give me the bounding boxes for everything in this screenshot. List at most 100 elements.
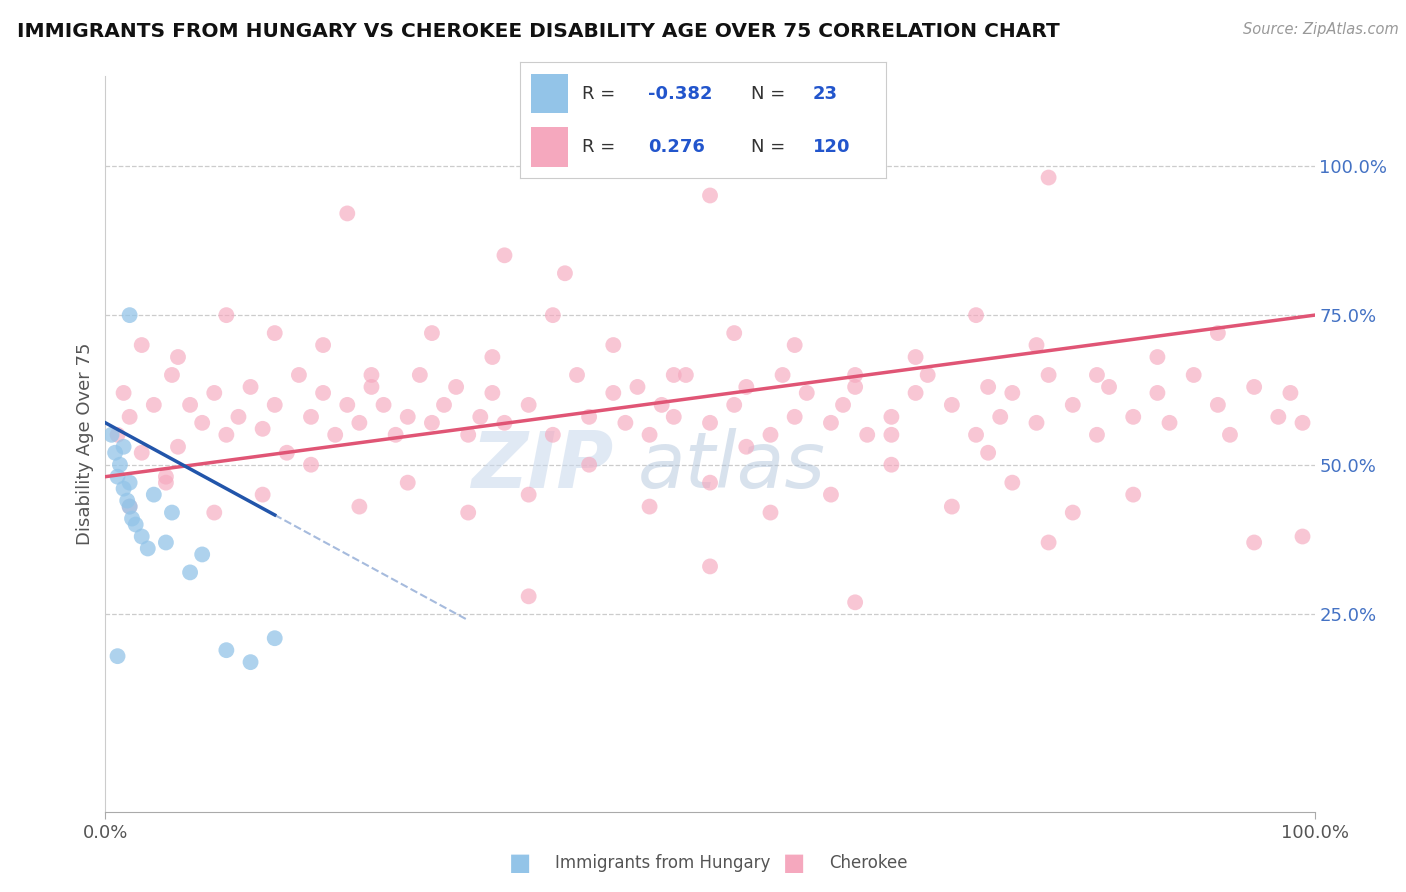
Point	[856, 159, 879, 173]
Point	[108, 458, 131, 472]
Point	[373, 398, 395, 412]
Point	[336, 206, 359, 220]
Point	[202, 385, 225, 400]
Point	[651, 398, 673, 412]
Point	[470, 409, 492, 424]
Point	[723, 326, 745, 340]
Point	[699, 416, 721, 430]
Point	[565, 368, 588, 382]
Point	[107, 469, 129, 483]
Point	[1085, 368, 1108, 382]
Point	[1243, 535, 1265, 549]
Point	[202, 506, 225, 520]
Text: ■: ■	[783, 852, 806, 875]
Point	[941, 500, 963, 514]
Point	[1038, 535, 1060, 549]
Point	[1025, 338, 1047, 352]
Point	[481, 385, 503, 400]
Point	[1267, 409, 1289, 424]
Point	[444, 380, 467, 394]
Text: Immigrants from Hungary: Immigrants from Hungary	[555, 855, 770, 872]
Point	[517, 488, 540, 502]
Point	[1206, 326, 1229, 340]
Point	[396, 409, 419, 424]
Point	[1122, 409, 1144, 424]
Point	[142, 398, 165, 412]
Point	[1122, 488, 1144, 502]
Point	[626, 380, 648, 394]
Point	[1291, 416, 1313, 430]
Point	[167, 350, 190, 364]
Point	[384, 427, 406, 442]
Point	[662, 368, 685, 382]
Point	[239, 655, 262, 669]
Point	[349, 500, 371, 514]
Point	[312, 338, 335, 352]
Point	[977, 380, 1000, 394]
Point	[215, 643, 238, 657]
Point	[783, 338, 806, 352]
Point	[880, 409, 903, 424]
Point	[880, 458, 903, 472]
Point	[118, 500, 141, 514]
Text: R =: R =	[582, 85, 616, 103]
Point	[904, 350, 927, 364]
Point	[1206, 398, 1229, 412]
Point	[723, 398, 745, 412]
Text: N =: N =	[751, 85, 785, 103]
Point	[252, 422, 274, 436]
Point	[1001, 475, 1024, 490]
Point	[517, 398, 540, 412]
Point	[1098, 380, 1121, 394]
Point	[360, 380, 382, 394]
Text: atlas: atlas	[637, 428, 825, 504]
Point	[820, 488, 842, 502]
Point	[228, 409, 250, 424]
Point	[675, 368, 697, 382]
Point	[917, 368, 939, 382]
Point	[112, 482, 135, 496]
Text: ZIP: ZIP	[471, 428, 613, 504]
Point	[796, 385, 818, 400]
Point	[988, 409, 1011, 424]
Point	[457, 427, 479, 442]
Point	[112, 440, 135, 454]
Point	[312, 385, 335, 400]
Point	[1062, 506, 1084, 520]
Point	[614, 416, 637, 430]
Point	[191, 416, 214, 430]
Point	[759, 427, 782, 442]
Point	[494, 416, 516, 430]
Point	[602, 338, 624, 352]
Point	[155, 475, 177, 490]
Point	[118, 308, 141, 322]
Point	[759, 506, 782, 520]
Text: Source: ZipAtlas.com: Source: ZipAtlas.com	[1243, 22, 1399, 37]
Point	[481, 350, 503, 364]
Point	[215, 308, 238, 322]
Point	[142, 488, 165, 502]
Point	[420, 416, 443, 430]
Point	[136, 541, 159, 556]
Point	[107, 649, 129, 664]
Text: N =: N =	[751, 138, 785, 156]
Point	[880, 427, 903, 442]
Point	[844, 595, 866, 609]
Point	[191, 548, 214, 562]
Point	[1243, 380, 1265, 394]
Point	[554, 266, 576, 280]
Point	[965, 308, 987, 322]
Point	[299, 409, 322, 424]
Point	[118, 409, 141, 424]
Point	[1159, 416, 1181, 430]
Point	[638, 427, 661, 442]
Point	[112, 385, 135, 400]
Point	[263, 398, 285, 412]
Point	[1146, 350, 1168, 364]
Point	[433, 398, 456, 412]
Point	[155, 535, 177, 549]
Point	[735, 380, 758, 394]
Point	[541, 427, 564, 442]
Point	[239, 380, 262, 394]
Point	[215, 427, 238, 442]
